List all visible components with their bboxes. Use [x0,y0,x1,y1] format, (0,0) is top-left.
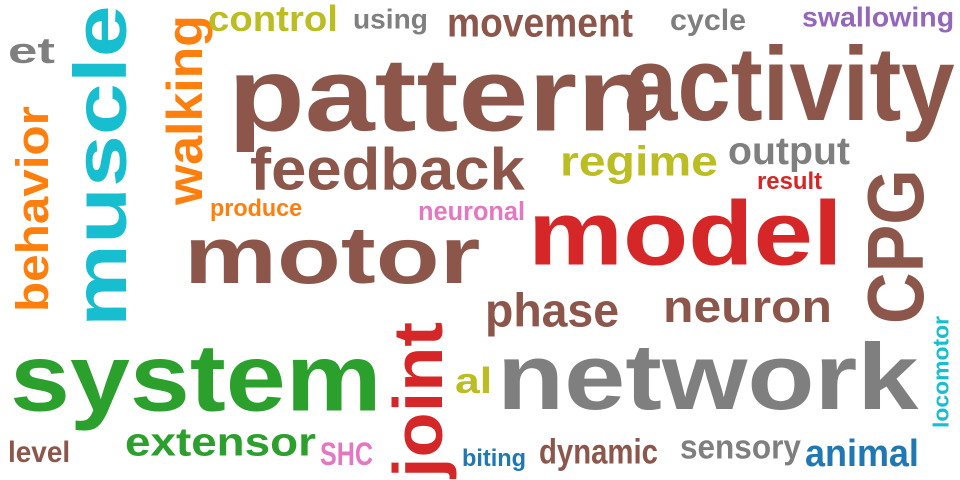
word-feedback: feedback [250,136,525,203]
word-model: model [528,182,843,285]
word-regime: regime [560,137,718,185]
word-muscle: muscle [59,5,143,327]
word-neuronal: neuronal [418,196,526,226]
word-produce: produce [210,194,303,222]
word-shc: SHC [320,436,374,472]
word-cpg: CPG [851,169,941,324]
word-level: level [8,435,71,469]
word-behavior: behavior [7,106,58,313]
word-phase: phase [485,284,620,337]
word-extensor: extensor [125,419,316,465]
word-dynamic: dynamic [539,431,658,472]
word-result: result [757,167,823,195]
word-control: control [208,0,338,40]
word-using: using [353,3,428,35]
word-motor: motor [184,210,481,301]
word-output: output [728,128,850,173]
word-cycle: cycle [670,3,747,37]
word-locomotor: locomotor [928,316,954,428]
word-movement: movement [447,0,634,46]
word-joint: joint [378,321,458,478]
word-biting: biting [462,444,527,472]
word-animal: animal [805,431,919,475]
word-system: system [10,324,382,432]
word-sensory: sensory [680,427,801,467]
word-walking: walking [157,15,213,206]
word-et: et [8,30,55,72]
word-al: al [455,360,493,402]
word-activity: activity [624,25,955,144]
word-network: network [497,324,919,430]
word-pattern: pattern [228,36,654,154]
word-neuron: neuron [663,281,832,332]
word-swallowing: swallowing [802,1,955,33]
